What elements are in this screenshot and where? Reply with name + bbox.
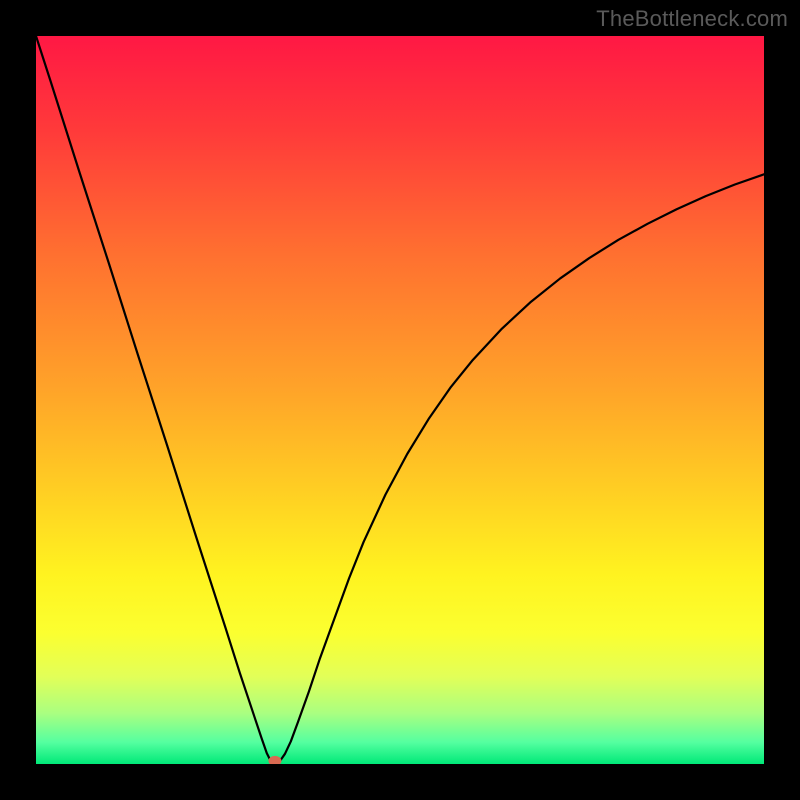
bottleneck-curve xyxy=(36,36,764,764)
curve-left xyxy=(36,36,275,763)
curve-right xyxy=(275,174,764,763)
watermark-text: TheBottleneck.com xyxy=(596,6,788,32)
minimum-marker xyxy=(268,756,281,764)
plot-area xyxy=(36,36,764,764)
